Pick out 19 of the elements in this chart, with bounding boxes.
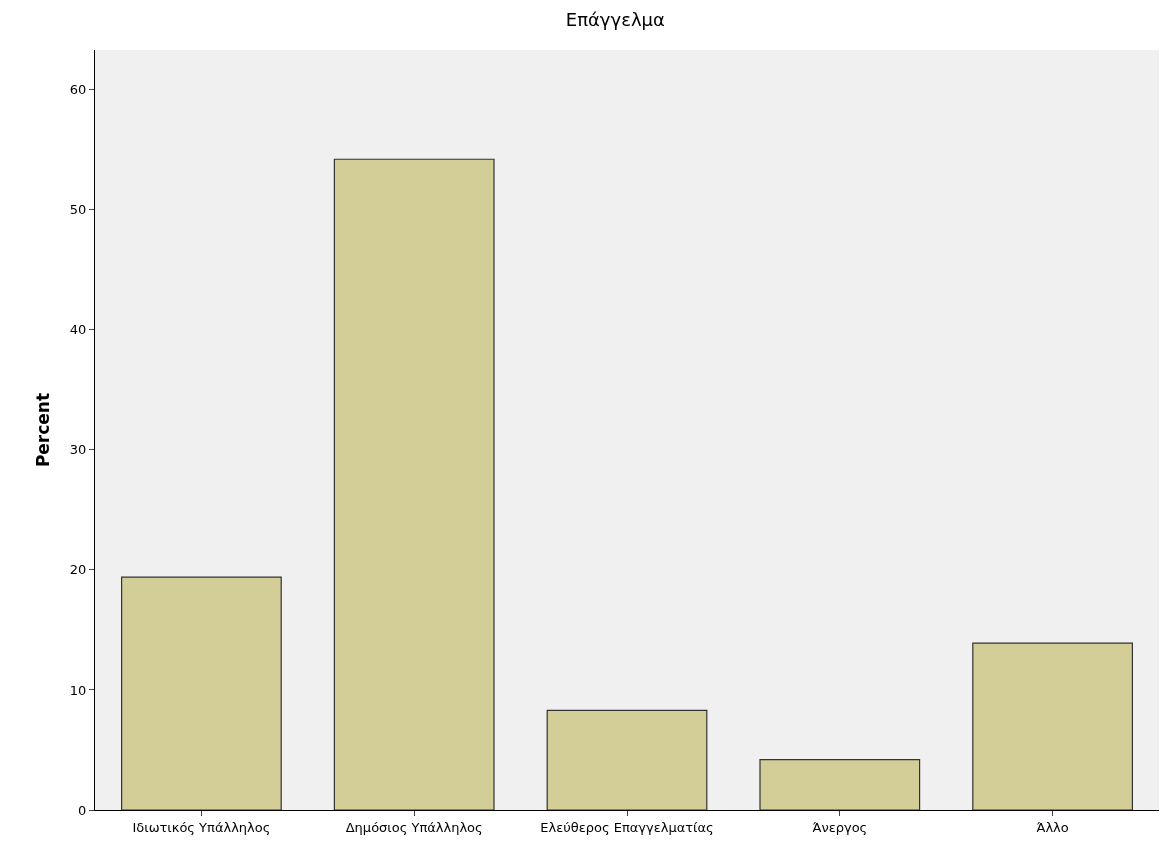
x-tick-label: Δημόσιος Υπάλληλος bbox=[345, 819, 483, 835]
bar bbox=[121, 576, 282, 810]
x-tick-label: Ιδιωτικός Υπάλληλος bbox=[132, 819, 271, 835]
y-tick-label: 40 bbox=[69, 322, 87, 338]
y-tick-label: 30 bbox=[69, 442, 87, 458]
bar bbox=[546, 709, 708, 810]
x-tick-label: Άνεργος bbox=[812, 819, 868, 835]
bar bbox=[333, 158, 495, 810]
y-tick-label: 20 bbox=[69, 562, 87, 578]
y-tick-label: 0 bbox=[78, 802, 87, 818]
bar bbox=[972, 642, 1133, 810]
y-tick-label: 60 bbox=[69, 82, 87, 98]
x-tick-label: Ελεύθερος Επαγγελματίας bbox=[540, 819, 714, 835]
y-tick-label: 50 bbox=[69, 202, 87, 218]
y-tick-label: 10 bbox=[69, 682, 87, 698]
x-tick-label: Άλλο bbox=[1036, 819, 1069, 835]
bar bbox=[759, 758, 921, 810]
y-axis-title: Percent bbox=[33, 392, 54, 468]
chart-title: Επάγγελμα bbox=[565, 8, 665, 30]
